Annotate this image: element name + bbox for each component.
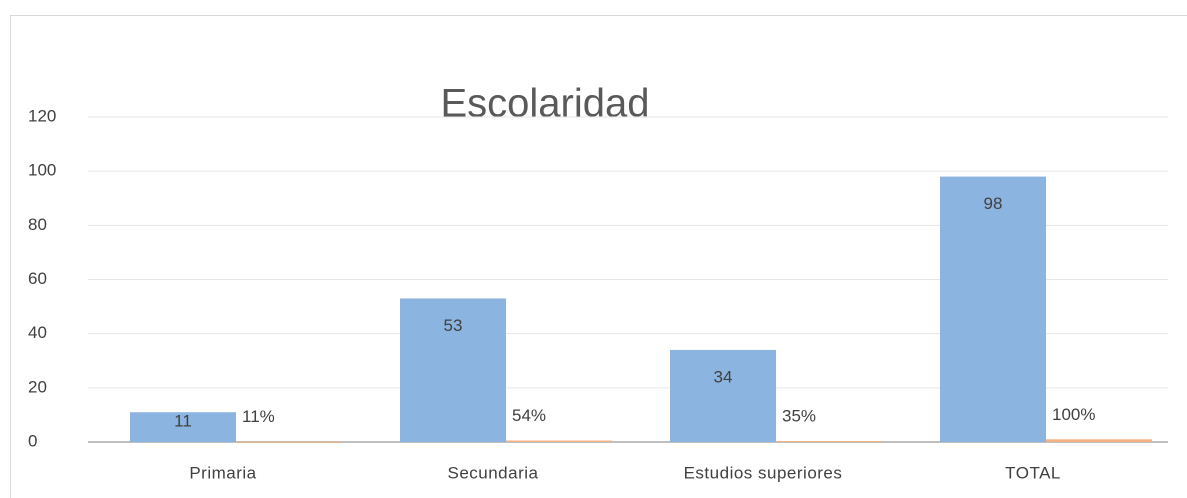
y-tick-label: 60 xyxy=(28,269,47,288)
chart-title: Escolaridad xyxy=(440,82,649,126)
bar xyxy=(940,176,1046,443)
data-label: 34 xyxy=(714,367,733,386)
data-label: 100% xyxy=(1052,405,1095,424)
data-label: 53 xyxy=(444,316,463,335)
bar xyxy=(130,412,236,442)
x-tick-label: Primaria xyxy=(189,463,256,482)
bar xyxy=(670,349,776,442)
data-label: 35% xyxy=(782,407,816,426)
bar xyxy=(506,440,612,442)
x-tick-label: Secundaria xyxy=(447,463,538,482)
y-tick-label: 100 xyxy=(28,161,56,180)
bar xyxy=(400,298,506,442)
y-tick-label: 80 xyxy=(28,215,47,234)
x-tick-label: TOTAL xyxy=(1005,463,1061,482)
y-tick-label: 20 xyxy=(28,377,47,396)
y-tick-label: 120 xyxy=(28,106,56,125)
data-label: 11 xyxy=(174,412,192,431)
y-tick-label: 40 xyxy=(28,323,47,342)
y-tick-label: 0 xyxy=(28,431,37,450)
data-label: 11% xyxy=(242,407,275,426)
bar xyxy=(236,441,342,443)
data-label: 54% xyxy=(512,406,546,425)
data-label: 98 xyxy=(984,194,1003,213)
bar xyxy=(776,441,882,443)
bar xyxy=(1046,439,1152,442)
x-tick-label: Estudios superiores xyxy=(684,463,843,482)
